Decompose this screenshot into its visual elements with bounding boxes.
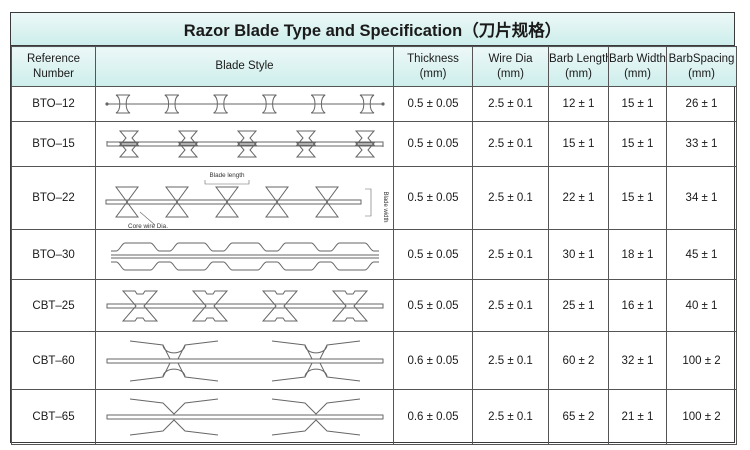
svg-text:Core wire Dia.: Core wire Dia. (128, 223, 168, 229)
svg-text:Blade length: Blade length (209, 172, 245, 179)
svg-text:Blade width: Blade width (382, 191, 388, 222)
